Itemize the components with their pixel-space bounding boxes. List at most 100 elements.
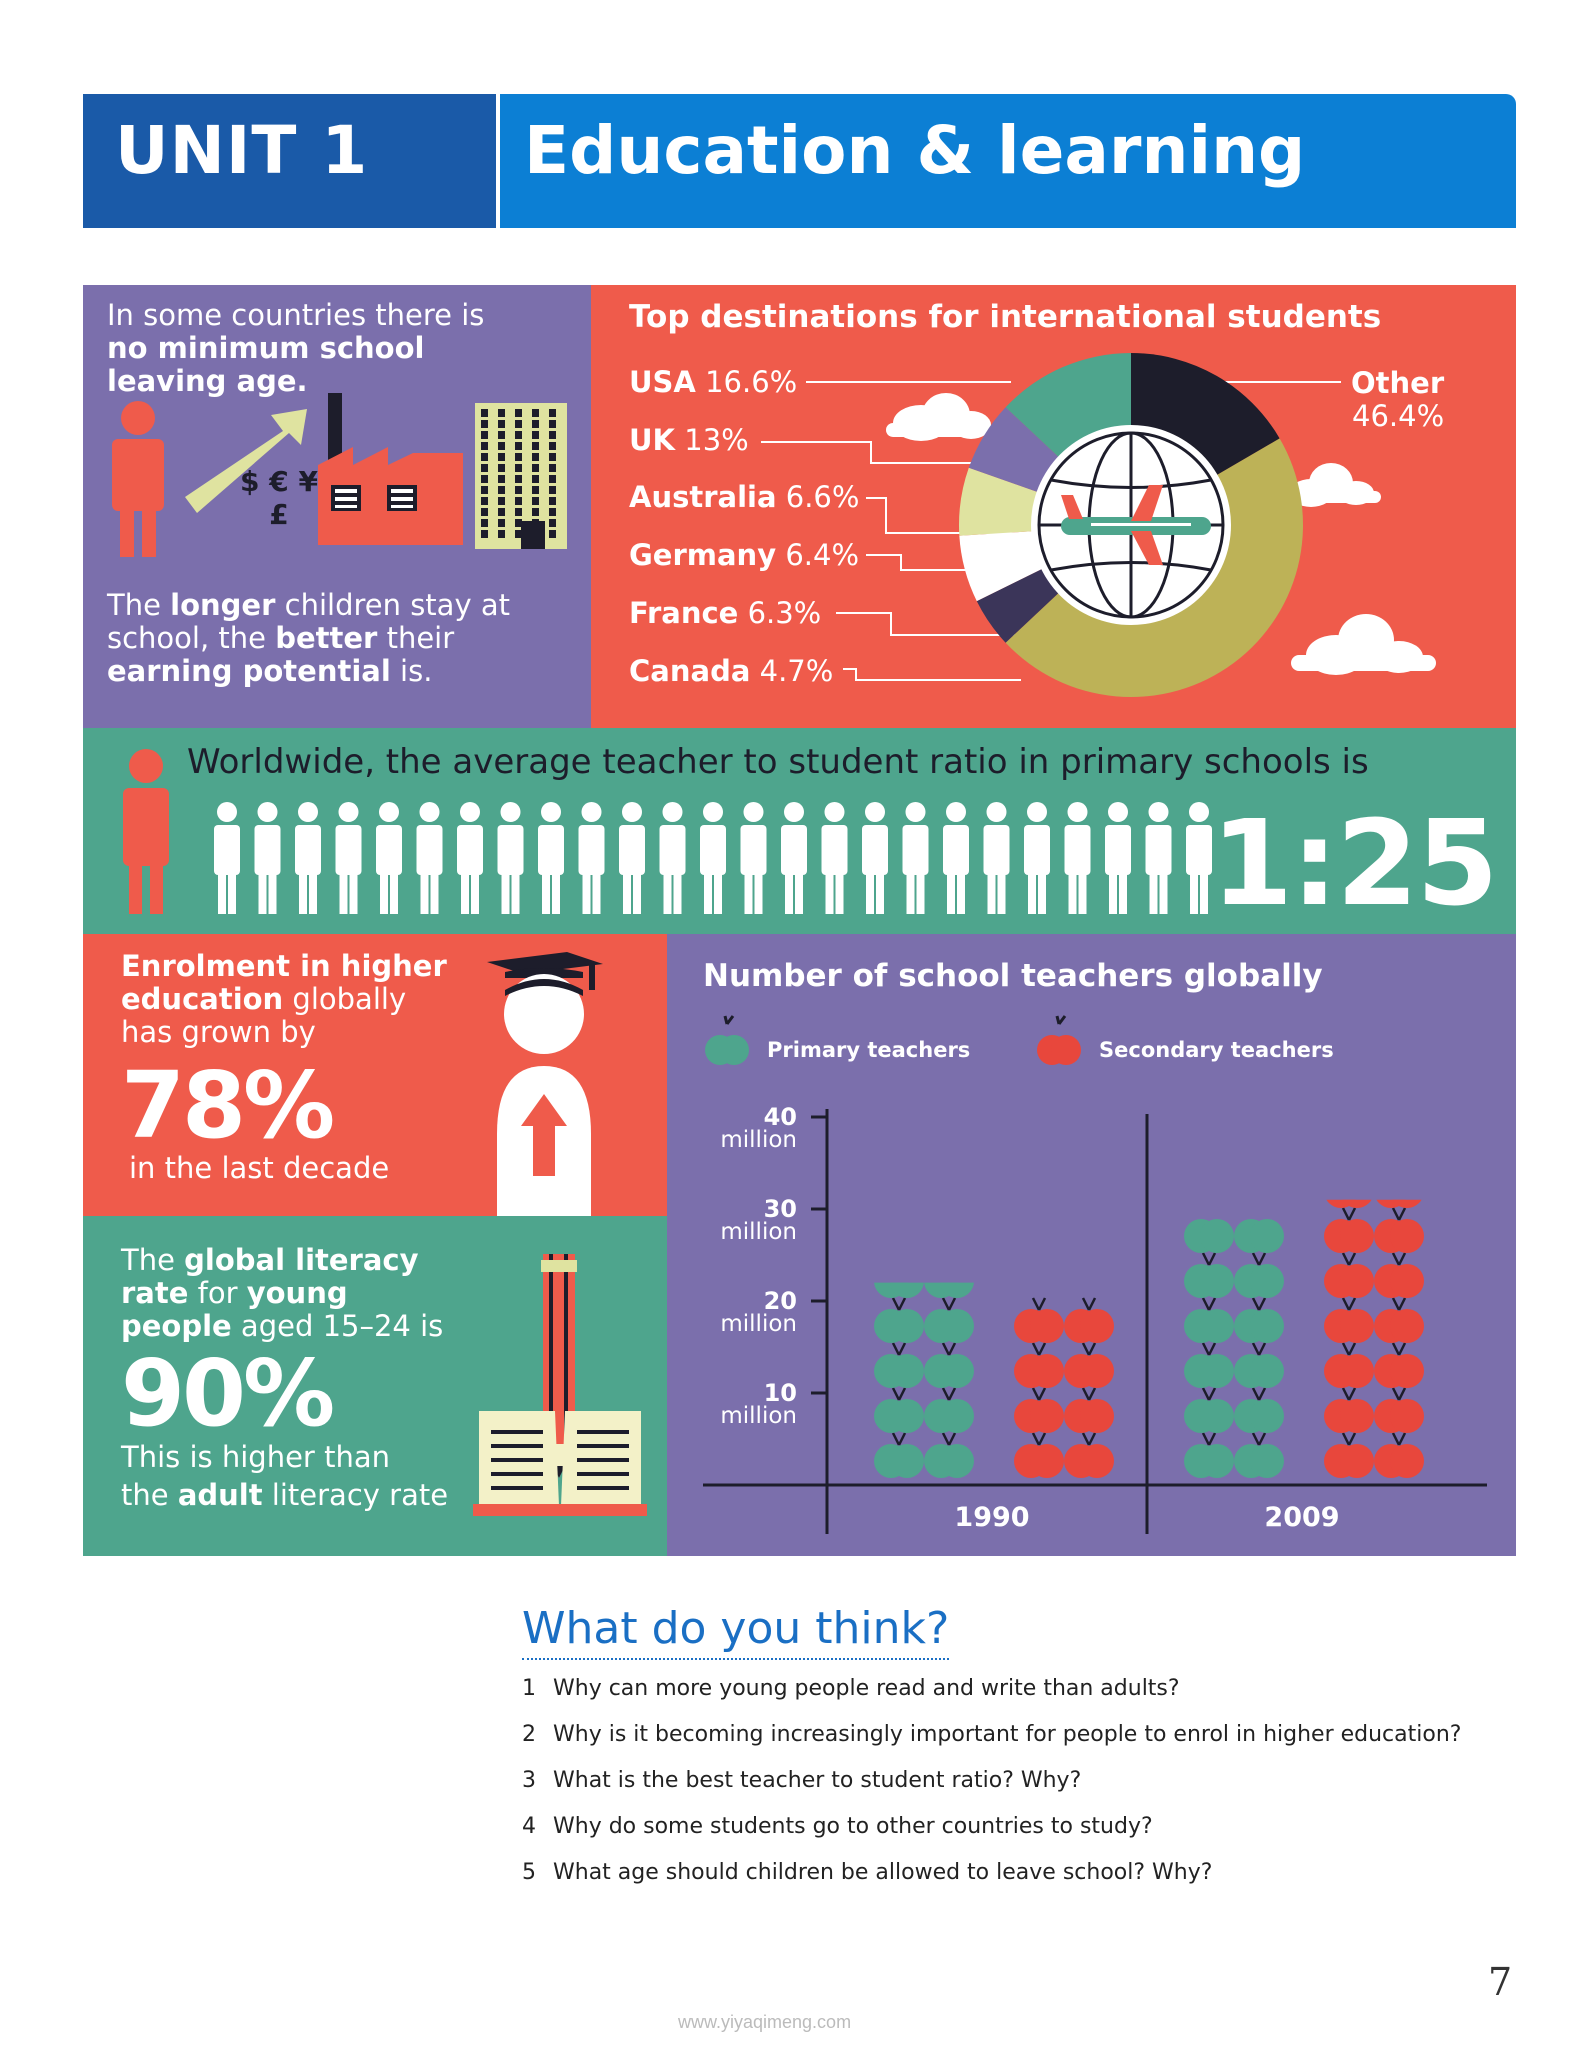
student-figure-icon [1186,802,1212,914]
connector-lines [761,381,1341,681]
questions-title: What do you think? [522,1603,950,1660]
literacy-percent: 90% [121,1340,335,1447]
leaving-age-text: In some countries there is no minimum sc… [107,298,485,398]
bar-primary-1990 [874,1282,974,1478]
cloud-icon [886,393,991,441]
teachers-bar-chart: 10million20million30million40million1990… [703,1103,1487,1534]
y-tick-label: 40 [764,1103,797,1131]
enrolment-period: in the last decade [129,1151,390,1185]
x-category-label: 2009 [1264,1502,1339,1533]
page-number: 7 [1488,1960,1513,2004]
destination-item: UK 13% [629,423,749,457]
title-banner: Education & learning [500,94,1516,228]
destination-item: Germany 6.4% [629,538,860,572]
student-figures [214,802,1212,914]
student-figure-icon [740,802,767,914]
student-figure-icon [862,802,888,914]
destinations-graphic [761,353,1436,698]
student-figure-icon [1024,802,1050,914]
student-figure-icon [214,802,240,914]
destinations-title: Top destinations for international stude… [629,299,1382,335]
student-figure-icon [335,802,362,914]
teachers-chart-panel: Number of school teachers globally Prima… [667,934,1516,1556]
currency-symbols: $ € ¥ £ [240,465,318,531]
legend-primary: Primary teachers [767,1038,971,1062]
child-figure-icon [112,401,164,557]
literacy-text: The global literacy rate for young peopl… [121,1243,444,1343]
literacy-note: This is higher than the adult literacy r… [121,1440,449,1512]
earning-potential-text: The longer children stay at school, the … [107,588,510,688]
teacher-figure-icon [123,749,169,914]
cloud-icon [1281,463,1381,507]
student-figure-icon [781,802,807,914]
earning-illustration [112,393,567,557]
question-item: 4 Why do some students go to other countr… [522,1814,1153,1839]
student-figure-icon [416,802,443,914]
student-figure-icon [1145,802,1172,914]
y-tick-label: 30 [764,1195,797,1223]
y-tick-unit: million [720,1311,797,1337]
student-figure-icon [619,802,645,914]
primary-apple-icon [705,1015,749,1065]
graduate-illustration [487,952,603,1216]
airplane-icon [1061,485,1211,565]
enrolment-percent: 78% [121,1052,335,1159]
enrolment-text: Enrolment in higher education globally h… [121,949,447,1049]
student-figure-icon [538,802,564,914]
bar-secondary-1990 [1014,1297,1114,1478]
question-item: 1 Why can more young people read and writ… [522,1676,1180,1701]
ratio-panel: Worldwide, the average teacher to studen… [83,728,1516,934]
student-figure-icon [821,802,848,914]
y-tick-label: 20 [764,1287,797,1315]
ratio-text: Worldwide, the average teacher to studen… [187,742,1369,782]
destination-item: Australia 6.6% [629,480,860,514]
destinations-panel: Top destinations for international stude… [591,285,1516,728]
ratio-value: 1:25 [1211,794,1499,932]
legend-secondary: Secondary teachers [1099,1038,1334,1062]
enrolment-panel: Enrolment in higher education globally h… [83,934,667,1216]
graduate-icon [487,952,603,1216]
y-tick-unit: million [720,1403,797,1429]
chart-title: Number of school teachers globally [703,958,1323,994]
factory-icon [318,393,463,545]
page-title: Education & learning [524,112,1306,189]
y-tick-unit: million [720,1127,797,1153]
destination-item: France 6.3% [629,596,822,630]
x-category-label: 1990 [954,1502,1029,1533]
student-figure-icon [943,802,969,914]
office-building-icon [475,403,567,549]
unit-banner: UNIT 1 [83,94,496,228]
student-figure-icon [1105,802,1131,914]
open-book-icon [473,1411,647,1516]
bar-primary-2009 [1184,1219,1284,1478]
student-figure-icon [578,802,605,914]
destination-item: USA 16.6% [629,365,798,399]
questions-list: 1 Why can more young people read and writ… [522,1676,1522,1906]
question-item: 2 Why is it becoming increasingly importa… [522,1722,1462,1747]
destination-other: Other 46.4% [1351,366,1445,433]
ratio-figures [123,749,1212,914]
money-arrow-icon [185,409,307,513]
book-illustration [473,1254,647,1516]
question-item: 3 What is the best teacher to student rat… [522,1768,1082,1793]
y-tick-unit: million [720,1219,797,1245]
question-item: 5 What age should children be allowed to … [522,1860,1213,1885]
secondary-apple-icon [1037,1015,1081,1065]
bar-secondary-2009 [1324,1199,1424,1478]
student-figure-icon [983,802,1010,914]
student-figure-icon [1064,802,1091,914]
cloud-icon [1291,614,1436,675]
student-figure-icon [902,802,929,914]
literacy-panel: The global literacy rate for young peopl… [83,1216,667,1556]
leaving-age-panel: In some countries there is no minimum sc… [83,285,591,728]
watermark: www.yiyaqimeng.com [678,2012,852,2032]
destination-item: Canada 4.7% [629,654,834,688]
y-tick-label: 10 [764,1379,797,1407]
student-figure-icon [295,802,321,914]
student-figure-icon [457,802,483,914]
student-figure-icon [376,802,402,914]
unit-label: UNIT 1 [115,112,369,189]
student-figure-icon [254,802,281,914]
student-figure-icon [700,802,726,914]
student-figure-icon [659,802,686,914]
